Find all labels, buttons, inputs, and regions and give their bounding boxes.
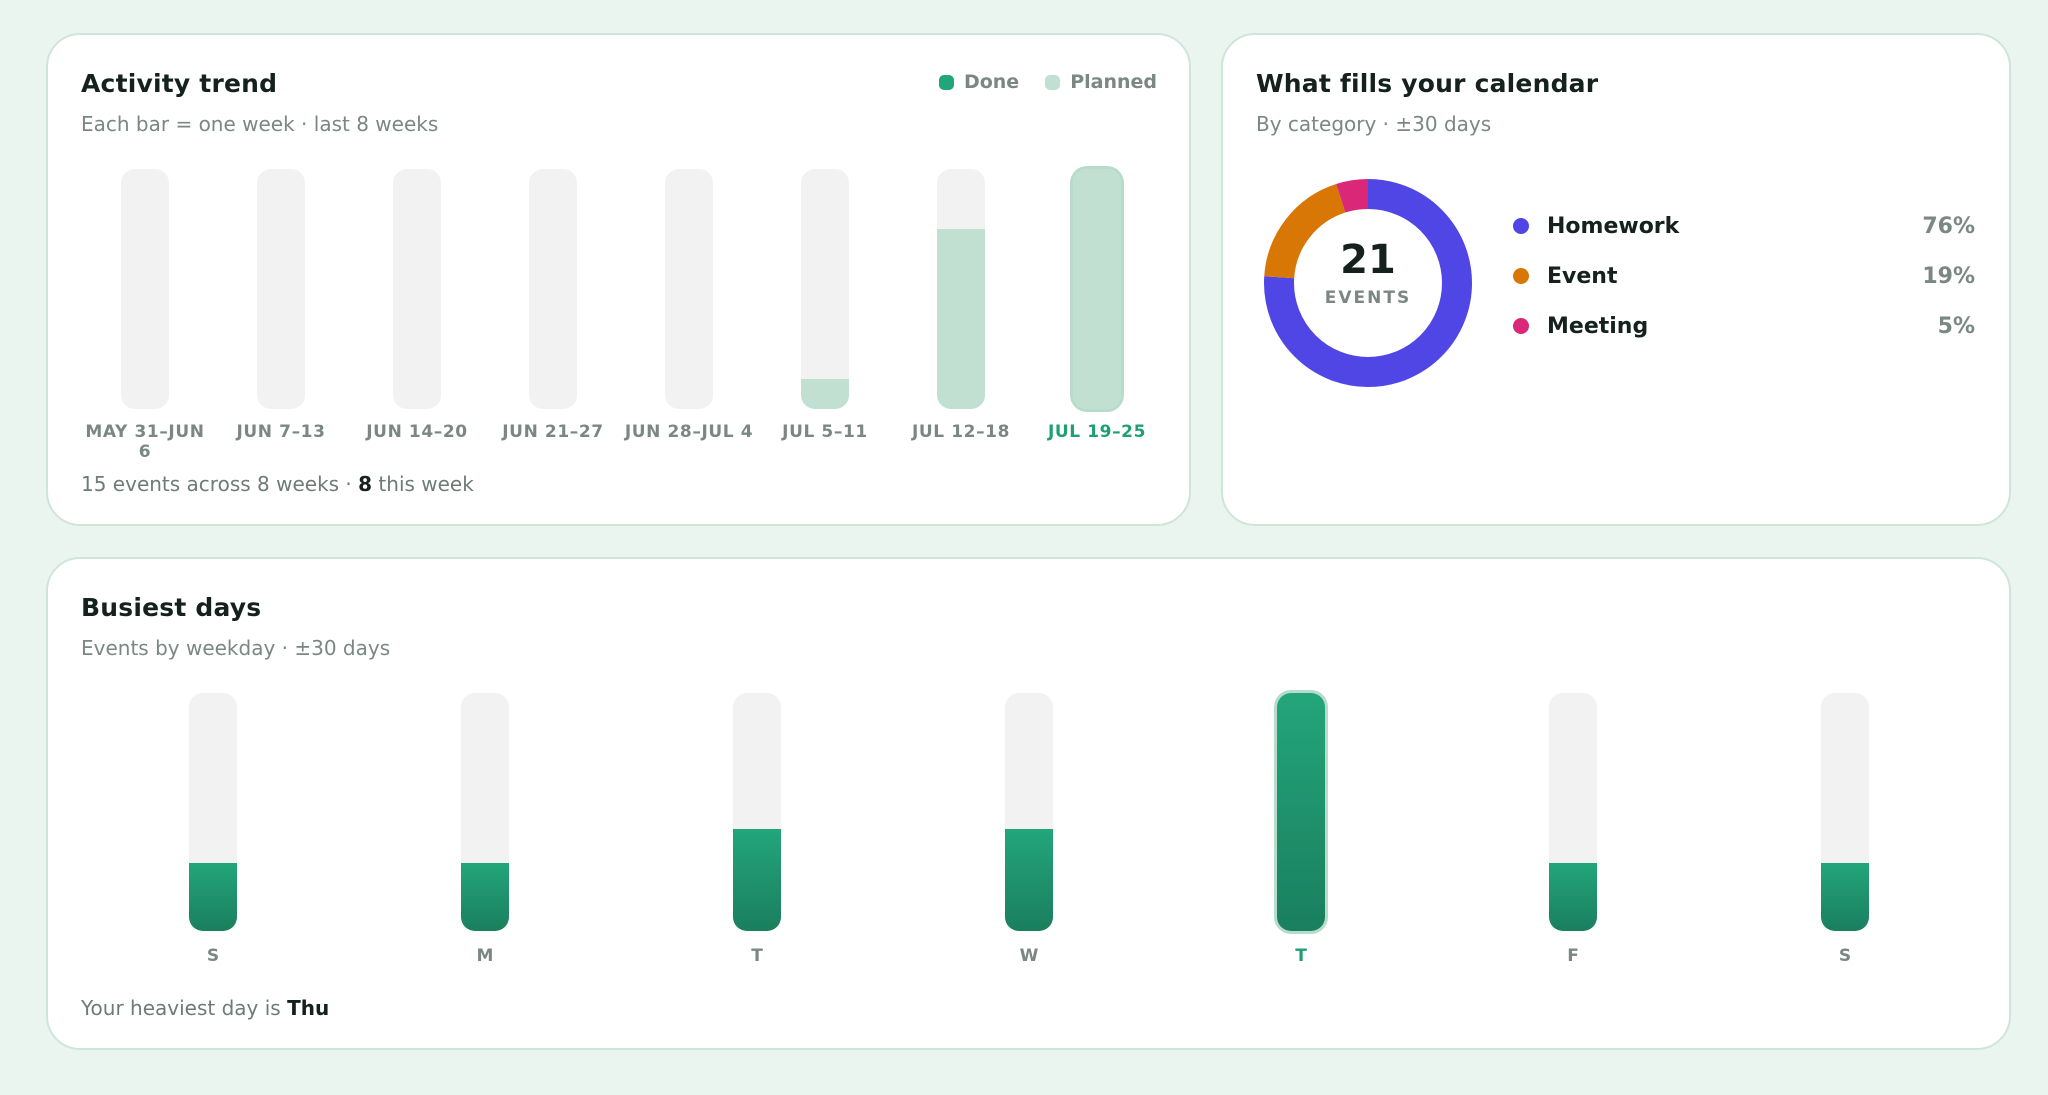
- week-label: JUL 12–18: [911, 422, 1011, 442]
- category-name-meeting: Meeting: [1547, 313, 1649, 339]
- busiest-summary-day: Thu: [287, 996, 330, 1020]
- day-fill: [1821, 863, 1869, 931]
- donut-total: 21: [1340, 237, 1396, 283]
- category-donut-chart: 21 EVENTS: [1263, 178, 1473, 388]
- day-label: F: [1567, 946, 1579, 966]
- activity-summary-prefix: 15 events across 8 weeks ·: [81, 472, 359, 496]
- calendar-category-card: What fills your calendar By category · ±…: [1221, 33, 2011, 526]
- busiest-summary-prefix: Your heaviest day is: [81, 996, 288, 1020]
- donut-center: 21 EVENTS: [1263, 238, 1473, 308]
- activity-subtitle: Each bar = one week · last 8 weeks: [81, 112, 439, 136]
- day-label: T: [1295, 946, 1307, 966]
- week-label: JUN 28–JUL 4: [624, 422, 754, 442]
- planned-fill: [937, 229, 985, 409]
- legend-label-planned: Planned: [1070, 71, 1157, 93]
- day-fill: [1005, 829, 1053, 931]
- donut-slice-meeting-2[interactable]: [1264, 179, 1472, 387]
- category-row-event: Event 19%: [1513, 261, 1975, 291]
- day-fill: [1277, 693, 1325, 931]
- activity-summary-suffix: this week: [372, 472, 474, 496]
- category-dot-meeting: [1513, 318, 1529, 334]
- day-label: S: [1838, 946, 1852, 966]
- category-pct-homework: 76%: [1922, 213, 1975, 239]
- week-bar-jun-14-20-2[interactable]: [393, 169, 441, 409]
- legend-swatch-planned: [1045, 74, 1061, 90]
- category-name-event: Event: [1547, 263, 1618, 289]
- week-bar-jun-7-13-1[interactable]: [257, 169, 305, 409]
- day-fill: [733, 829, 781, 931]
- activity-legend: Done Planned: [938, 71, 1157, 93]
- activity-summary: 15 events across 8 weeks · 8 this week: [81, 472, 474, 496]
- donut-unit: EVENTS: [1324, 288, 1412, 308]
- calendar-subtitle: By category · ±30 days: [1256, 112, 1492, 136]
- activity-summary-count: 8: [358, 472, 373, 496]
- planned-fill: [801, 379, 849, 409]
- week-label: JUL 5–11: [782, 422, 868, 442]
- week-label: JUL 19–25: [1047, 422, 1147, 442]
- day-fill: [461, 863, 509, 931]
- day-label: S: [206, 946, 220, 966]
- busiest-title: Busiest days: [81, 593, 262, 622]
- week-bar-jul-5-11-5[interactable]: [801, 169, 849, 409]
- week-bar-may-31-jun-6-0[interactable]: [121, 169, 169, 409]
- category-pct-meeting: 5%: [1937, 313, 1975, 339]
- category-name-homework: Homework: [1547, 213, 1680, 239]
- day-bar-t-2[interactable]: [733, 693, 781, 931]
- planned-fill: [1073, 169, 1121, 409]
- day-label: M: [476, 946, 494, 966]
- week-label: JUN 7–13: [236, 422, 326, 442]
- week-label: JUN 14–20: [366, 422, 468, 442]
- category-dot-event: [1513, 268, 1529, 284]
- week-label: JUN 21–27: [502, 422, 604, 442]
- category-row-meeting: Meeting 5%: [1513, 311, 1975, 341]
- category-pct-event: 19%: [1922, 263, 1975, 289]
- busiest-summary: Your heaviest day is Thu: [81, 996, 329, 1020]
- legend-item-done: Done: [938, 71, 1020, 93]
- legend-swatch-done: [938, 74, 954, 90]
- week-bar-jul-19-25-7[interactable]: [1073, 169, 1121, 409]
- legend-item-planned: Planned: [1045, 71, 1157, 93]
- legend-label-done: Done: [963, 71, 1020, 93]
- category-row-homework: Homework 76%: [1513, 211, 1975, 241]
- day-fill: [1549, 863, 1597, 931]
- day-bar-f-5[interactable]: [1549, 693, 1597, 931]
- week-label: MAY 31–JUN 6: [85, 422, 205, 462]
- day-bar-t-4[interactable]: [1277, 693, 1325, 931]
- day-label: W: [1019, 946, 1039, 966]
- busiest-subtitle: Events by weekday · ±30 days: [81, 636, 391, 660]
- day-bar-s-6[interactable]: [1821, 693, 1869, 931]
- day-label: T: [751, 946, 763, 966]
- activity-title: Activity trend: [81, 69, 278, 98]
- week-bar-jul-12-18-6[interactable]: [937, 169, 985, 409]
- day-bar-m-1[interactable]: [461, 693, 509, 931]
- week-bar-jun-21-27-3[interactable]: [529, 169, 577, 409]
- calendar-title: What fills your calendar: [1256, 69, 1599, 98]
- day-bar-s-0[interactable]: [189, 693, 237, 931]
- week-bar-jun-28-jul-4-4[interactable]: [665, 169, 713, 409]
- day-fill: [189, 863, 237, 931]
- day-bar-w-3[interactable]: [1005, 693, 1053, 931]
- category-dot-homework: [1513, 218, 1529, 234]
- activity-trend-card: Activity trend Each bar = one week · las…: [46, 33, 1191, 526]
- busiest-days-card: Busiest days Events by weekday · ±30 day…: [46, 557, 2011, 1050]
- donut-svg: [1264, 179, 1472, 387]
